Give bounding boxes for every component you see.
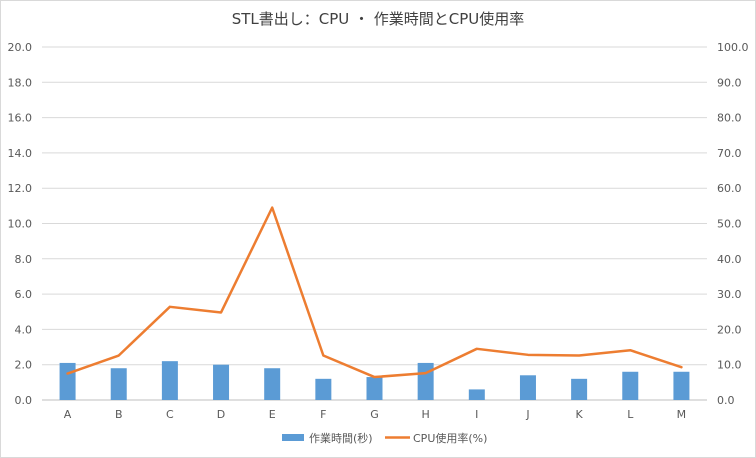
gridlines	[42, 46, 707, 401]
bar-series	[59, 361, 690, 400]
right-tick-label: 60.0	[717, 182, 742, 195]
x-tick-label: E	[269, 408, 276, 421]
bar	[468, 389, 485, 400]
x-tick-label: D	[217, 408, 225, 421]
legend-line-label: CPU使用率(%)	[413, 431, 487, 445]
left-tick-label: 0.0	[15, 394, 33, 407]
x-tick-label: K	[576, 408, 584, 421]
bar	[110, 368, 127, 400]
bar	[366, 377, 383, 400]
bar	[315, 378, 332, 400]
right-axis-ticks: 0.0 10.0 20.0 30.0 40.0 50.0 60.0 70.0 80.0 90.0 1…	[717, 41, 749, 407]
right-tick-label: 80.0	[717, 112, 742, 125]
bar	[264, 368, 281, 400]
x-tick-label: I	[475, 408, 478, 421]
right-tick-label: 50.0	[717, 218, 742, 231]
right-tick-label: 40.0	[717, 253, 742, 266]
bar	[161, 361, 178, 400]
legend-bar-label: 作業時間(秒)	[309, 431, 373, 445]
left-tick-label: 12.0	[8, 182, 33, 195]
x-tick-label: J	[525, 408, 529, 421]
chart-title: STL書出し：CPU ・ 作業時間とCPU使用率	[232, 10, 525, 28]
right-tick-label: 0.0	[717, 394, 735, 407]
bar	[571, 378, 588, 400]
bar	[519, 375, 536, 400]
right-tick-label: 10.0	[717, 359, 742, 372]
left-tick-label: 18.0	[8, 76, 33, 89]
bar	[213, 364, 230, 400]
right-tick-label: 70.0	[717, 147, 742, 160]
right-tick-label: 30.0	[717, 288, 742, 301]
left-tick-label: 16.0	[8, 112, 33, 125]
legend: 作業時間(秒) CPU使用率(%)	[282, 431, 487, 445]
bar	[59, 362, 76, 400]
x-tick-label: M	[677, 408, 687, 421]
left-tick-label: 4.0	[15, 323, 33, 336]
cpu-usage-line	[66, 206, 683, 379]
x-tick-label: C	[166, 408, 174, 421]
right-tick-label: 100.0	[717, 41, 749, 54]
left-tick-label: 14.0	[8, 147, 33, 160]
bar	[417, 362, 434, 400]
bar	[622, 371, 639, 400]
bar	[673, 371, 690, 400]
left-tick-label: 10.0	[8, 218, 33, 231]
x-tick-label: H	[422, 408, 430, 421]
left-tick-label: 6.0	[15, 288, 33, 301]
x-tick-label: F	[320, 408, 326, 421]
left-axis-ticks: 0.0 2.0 4.0 6.0 8.0 10.0 12.0 14.0 16.0 18.0 20.0	[8, 41, 33, 407]
x-tick-label: G	[370, 408, 379, 421]
x-tick-label: A	[64, 408, 72, 421]
line-series	[66, 206, 683, 379]
legend-bar-swatch	[282, 434, 304, 441]
x-tick-label: B	[115, 408, 123, 421]
left-tick-label: 20.0	[8, 41, 33, 54]
left-tick-label: 8.0	[15, 253, 33, 266]
left-tick-label: 2.0	[15, 359, 33, 372]
right-tick-label: 20.0	[717, 323, 742, 336]
right-tick-label: 90.0	[717, 76, 742, 89]
x-axis-ticks: A B C D E F G H I J K L M	[64, 408, 686, 421]
x-tick-label: L	[627, 408, 634, 421]
